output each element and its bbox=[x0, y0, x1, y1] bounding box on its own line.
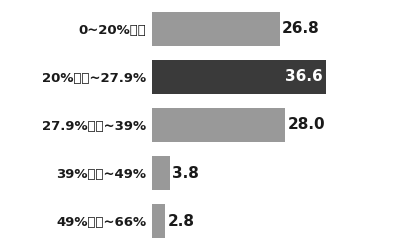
Bar bbox=[152, 60, 326, 94]
Bar bbox=[152, 108, 285, 142]
Text: 26.8: 26.8 bbox=[282, 22, 320, 36]
Bar bbox=[152, 204, 165, 238]
Bar bbox=[152, 156, 170, 190]
Text: 36.6: 36.6 bbox=[285, 70, 322, 84]
Text: 2.8: 2.8 bbox=[168, 214, 195, 228]
Text: 28.0: 28.0 bbox=[288, 118, 325, 132]
Text: 3.8: 3.8 bbox=[172, 166, 199, 180]
Bar bbox=[152, 12, 280, 46]
